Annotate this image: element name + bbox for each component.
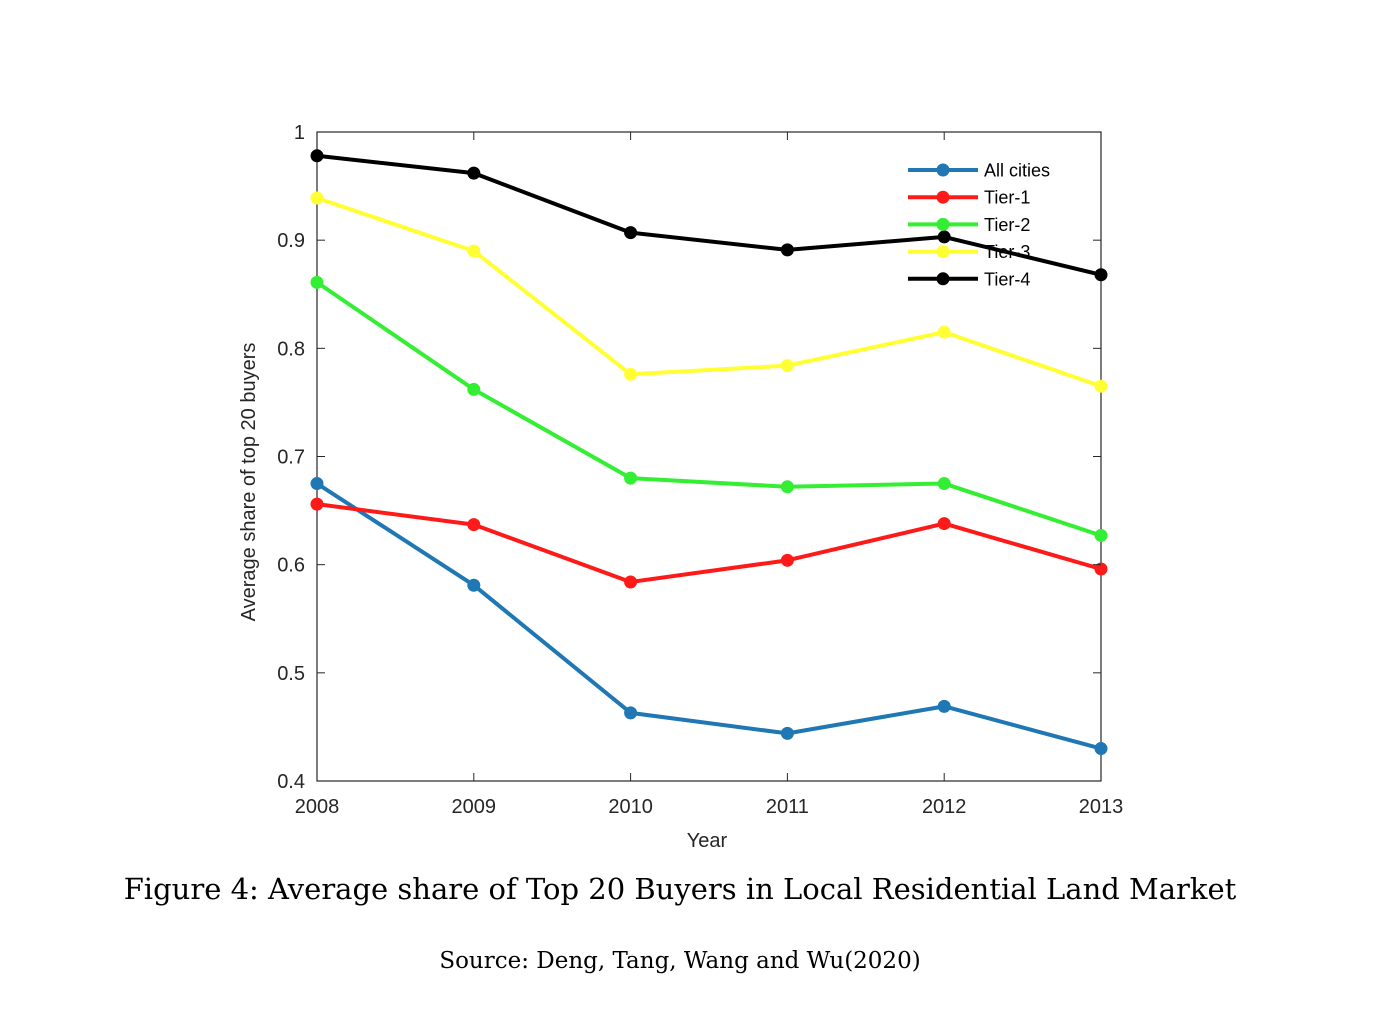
- data-point-tier-2: [1094, 528, 1108, 542]
- y-axis-label: Average share of top 20 buyers: [238, 343, 260, 622]
- legend-marker-all-cities: [936, 163, 950, 177]
- series-tier-1: [310, 497, 1108, 589]
- series-line-all-cities: [315, 481, 1102, 751]
- series-line-tier-3: [316, 196, 1102, 389]
- data-point-tier-2: [467, 382, 481, 396]
- y-tick-label: 0.6: [277, 555, 305, 577]
- legend-marker-tier-1: [936, 190, 950, 204]
- data-point-tier-3: [467, 244, 481, 258]
- y-tick-label: 1: [294, 122, 305, 144]
- data-point-tier-4: [1094, 268, 1108, 282]
- data-point-tier-3: [780, 359, 794, 373]
- legend: All cities Tier-1 Tier-2 Tier-3 Tier-4: [908, 161, 1050, 289]
- legend-label-tier-2: Tier-2: [984, 215, 1030, 235]
- data-point-tier-1: [467, 518, 481, 532]
- data-point-tier-2: [937, 477, 951, 491]
- legend-label-tier-1: Tier-1: [984, 188, 1030, 208]
- series-all-cities: [310, 477, 1108, 756]
- data-point-tier-2: [310, 275, 324, 289]
- legend-marker-tier-3: [936, 245, 950, 259]
- tick-labels: 2008 2009 2010 2011 2012 2013 0.4 0.5 0.6 0.7 0.8 0…: [277, 122, 1123, 818]
- data-point-tier-4: [780, 243, 794, 257]
- y-tick-label: 0.8: [277, 338, 305, 360]
- figure-source: Source: Deng, Tang, Wang and Wu(2020): [439, 948, 921, 974]
- data-point-tier-3: [1094, 379, 1108, 393]
- y-tick-label: 0.4: [277, 771, 305, 793]
- series-layer: [310, 149, 1108, 756]
- x-axis-label: Year: [687, 830, 728, 852]
- data-point-tier-3: [310, 191, 324, 205]
- series-tier-2: [310, 275, 1108, 542]
- data-point-tier-1: [310, 497, 324, 511]
- data-point-tier-1: [780, 553, 794, 567]
- data-point-tier-4: [310, 149, 324, 163]
- x-tick-label: 2012: [922, 796, 967, 818]
- data-point-tier-1: [937, 517, 951, 531]
- series-line-tier-2: [315, 280, 1102, 538]
- series-line-tier-1: [316, 502, 1102, 584]
- data-point-tier-1: [1094, 562, 1108, 576]
- y-tick-label: 0.9: [277, 230, 305, 252]
- legend-label-tier-4: Tier-4: [984, 269, 1030, 289]
- data-point-tier-4: [937, 230, 951, 244]
- series-line-tier-4: [316, 153, 1102, 277]
- series-tier-4: [310, 149, 1108, 282]
- x-tick-label: 2009: [452, 796, 497, 818]
- legend-label-tier-3: Tier-3: [984, 242, 1030, 262]
- y-tick-label: 0.5: [277, 663, 305, 685]
- data-point-tier-4: [624, 226, 638, 240]
- data-point-all-cities: [467, 578, 481, 592]
- data-point-tier-4: [467, 166, 481, 180]
- series-tier-3: [310, 191, 1108, 393]
- x-tick-label: 2008: [295, 796, 340, 818]
- legend-marker-tier-2: [936, 217, 950, 231]
- data-point-all-cities: [780, 726, 794, 740]
- data-point-tier-3: [624, 367, 638, 381]
- data-point-tier-2: [780, 480, 794, 494]
- data-point-tier-2: [624, 471, 638, 485]
- figure-caption: Figure 4: Average share of Top 20 Buyers…: [123, 872, 1237, 906]
- y-tick-label: 0.7: [277, 447, 305, 469]
- data-point-all-cities: [310, 477, 324, 491]
- data-point-all-cities: [1094, 742, 1108, 756]
- data-point-tier-3: [937, 325, 951, 339]
- legend-marker-tier-4: [936, 272, 950, 286]
- x-tick-label: 2010: [608, 796, 653, 818]
- data-point-tier-1: [624, 575, 638, 589]
- data-point-all-cities: [937, 699, 951, 713]
- x-tick-label: 2011: [766, 796, 809, 818]
- legend-label-all-cities: All cities: [984, 161, 1050, 181]
- x-tick-label: 2013: [1079, 796, 1124, 818]
- data-point-all-cities: [624, 706, 638, 720]
